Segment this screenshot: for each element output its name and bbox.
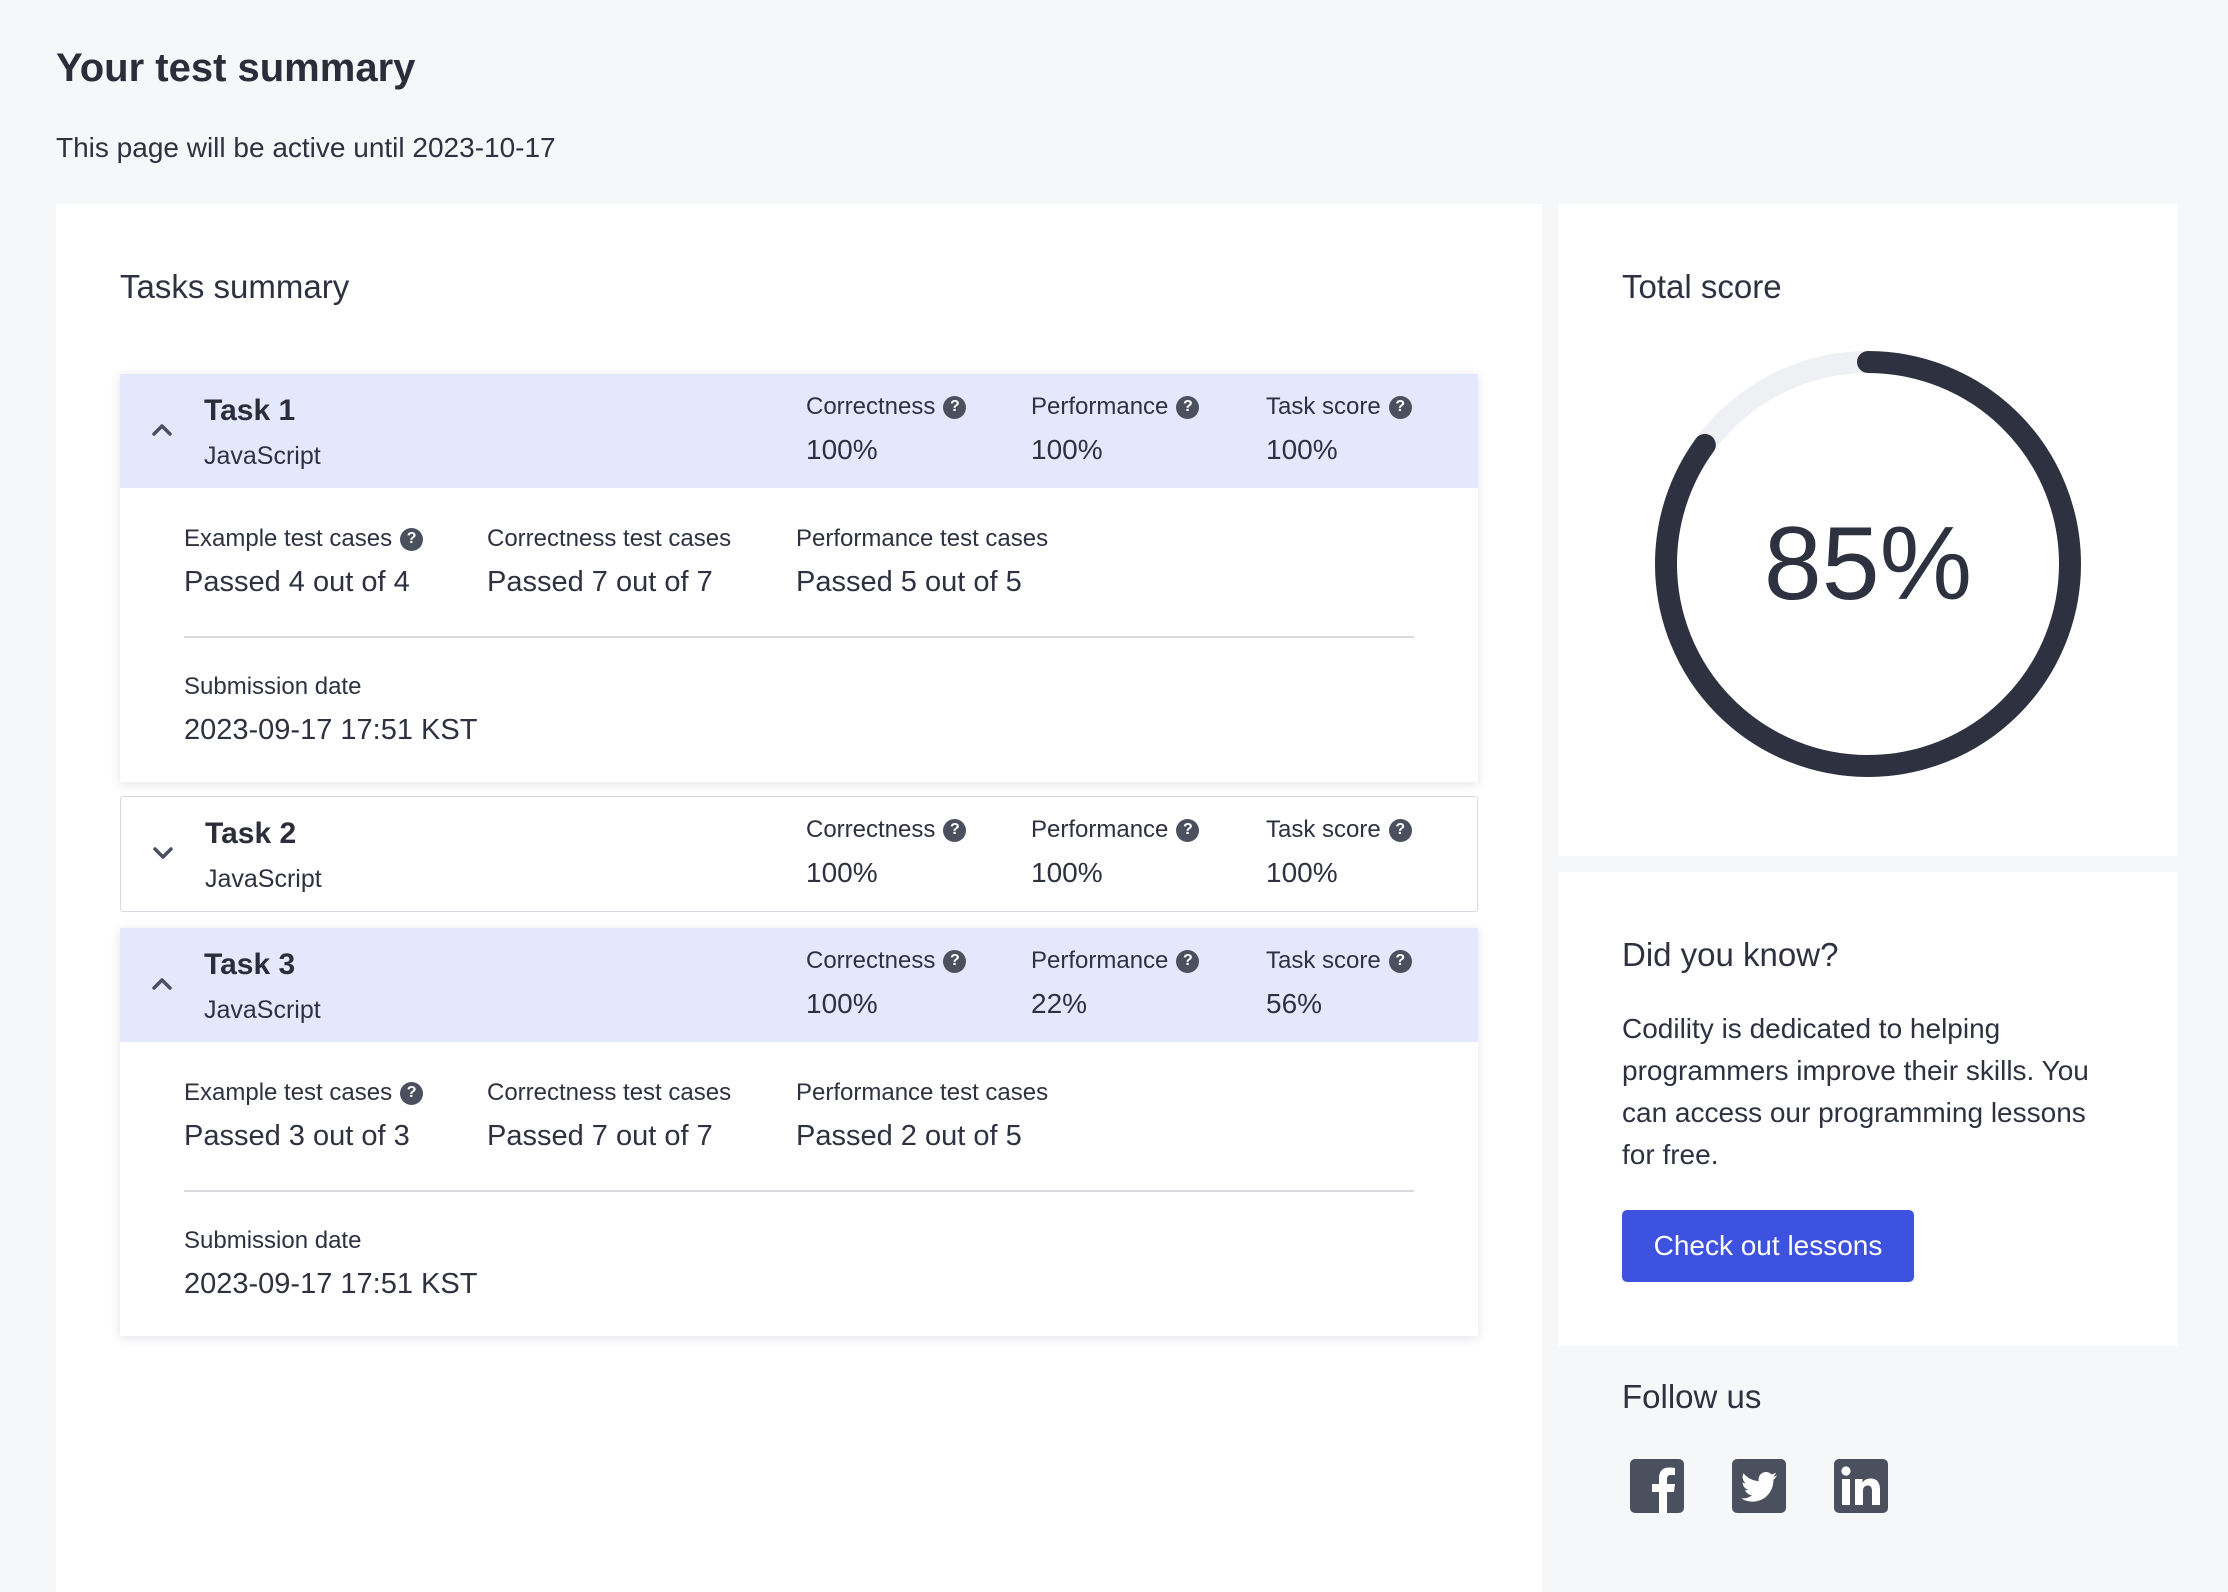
performance-cases: Performance test cases Passed 5 out of 5 [796, 522, 1048, 599]
task-panel-1: Task 1 JavaScript Correctness? 100% Perf… [120, 374, 1478, 782]
example-cases-value: Passed 3 out of 3 [184, 1120, 410, 1152]
task-panel-3: Task 3 JavaScript Correctness? 100% Perf… [120, 928, 1478, 1336]
performance-metric: Performance? 100% [1031, 390, 1200, 466]
task-language: JavaScript [204, 442, 321, 470]
correctness-metric: Correctness? 100% [806, 944, 967, 1020]
help-icon[interactable]: ? [1388, 949, 1412, 973]
correctness-cases: Correctness test cases Passed 7 out of 7 [487, 1076, 731, 1153]
correctness-value: 100% [806, 434, 878, 465]
task-name: Task 1 [204, 394, 296, 427]
task-language: JavaScript [204, 996, 321, 1024]
chevron-down-icon[interactable] [151, 841, 175, 865]
submission-date: Submission date 2023-09-17 17:51 KST [184, 670, 477, 747]
task-score-value: 100% [1266, 434, 1338, 465]
help-icon[interactable]: ? [1176, 395, 1200, 419]
task-score-metric: Task score? 56% [1266, 944, 1412, 1020]
correctness-metric: Correctness? 100% [806, 390, 967, 466]
submission-date-value: 2023-09-17 17:51 KST [184, 714, 478, 746]
linkedin-icon[interactable] [1833, 1458, 1889, 1514]
task-score-metric: Task score? 100% [1266, 813, 1412, 889]
help-icon[interactable]: ? [400, 527, 424, 551]
help-icon[interactable]: ? [943, 818, 967, 842]
task-score-metric: Task score? 100% [1266, 390, 1412, 466]
correctness-value: 100% [806, 988, 878, 1019]
submission-date-value: 2023-09-17 17:51 KST [184, 1268, 478, 1300]
submission-date-label: Submission date [184, 1227, 362, 1254]
correctness-label: Correctness [806, 393, 936, 420]
task-details-3: Example test cases? Passed 3 out of 3 Co… [120, 1042, 1478, 1336]
page-title: Your test summary [56, 46, 416, 90]
performance-label: Performance [1031, 816, 1169, 843]
score-gauge [1655, 351, 2081, 777]
correctness-cases-value: Passed 7 out of 7 [487, 1120, 713, 1152]
task-score-label: Task score [1266, 816, 1381, 843]
page-subtitle: This page will be active until 2023-10-1… [56, 132, 556, 163]
follow-us-title: Follow us [1622, 1378, 1762, 1415]
help-icon[interactable]: ? [1176, 949, 1200, 973]
task-language: JavaScript [205, 865, 322, 893]
help-icon[interactable]: ? [1388, 818, 1412, 842]
correctness-value: 100% [806, 857, 878, 888]
task-name: Task 3 [204, 948, 296, 981]
example-cases: Example test cases? Passed 4 out of 4 [184, 522, 424, 599]
correctness-label: Correctness [806, 947, 936, 974]
correctness-cases-value: Passed 7 out of 7 [487, 566, 713, 598]
facebook-icon[interactable] [1629, 1458, 1685, 1514]
performance-cases: Performance test cases Passed 2 out of 5 [796, 1076, 1048, 1153]
did-you-know-text: Codility is dedicated to helping program… [1622, 1013, 2089, 1170]
task-score-value: 56% [1266, 988, 1323, 1019]
example-cases-label: Example test cases [184, 525, 393, 552]
task-header-1[interactable]: Task 1 JavaScript Correctness? 100% Perf… [120, 374, 1478, 488]
correctness-cases: Correctness test cases Passed 7 out of 7 [487, 522, 731, 599]
divider [184, 1190, 1414, 1192]
submission-date: Submission date 2023-09-17 17:51 KST [184, 1224, 477, 1301]
check-out-lessons-button[interactable]: Check out lessons [1622, 1210, 1914, 1282]
submission-date-label: Submission date [184, 673, 362, 700]
help-icon[interactable]: ? [943, 949, 967, 973]
task-details-1: Example test cases? Passed 4 out of 4 Co… [120, 488, 1478, 782]
tasks-summary-card: Tasks summary Task 1 JavaScript Correctn… [56, 204, 1542, 1592]
tasks-summary-title: Tasks summary [120, 268, 350, 305]
performance-label: Performance [1031, 947, 1169, 974]
divider [184, 636, 1414, 638]
performance-metric: Performance? 100% [1031, 813, 1200, 889]
performance-value: 100% [1031, 857, 1103, 888]
task-score-label: Task score [1266, 393, 1381, 420]
chevron-up-icon[interactable] [150, 972, 174, 996]
task-header-3[interactable]: Task 3 JavaScript Correctness? 100% Perf… [120, 928, 1478, 1042]
help-icon[interactable]: ? [943, 395, 967, 419]
twitter-icon[interactable] [1731, 1458, 1787, 1514]
task-header-2[interactable]: Task 2 JavaScript Correctness? 100% Perf… [121, 797, 1477, 911]
help-icon[interactable]: ? [400, 1081, 424, 1105]
correctness-cases-label: Correctness test cases [487, 1079, 732, 1106]
did-you-know-title: Did you know? [1622, 936, 1839, 973]
performance-label: Performance [1031, 393, 1169, 420]
help-icon[interactable]: ? [1176, 818, 1200, 842]
did-you-know-card: Did you know? Codility is dedicated to h… [1558, 872, 2178, 1346]
task-name: Task 2 [205, 817, 297, 850]
gauge-arc [1655, 351, 2081, 777]
example-cases-value: Passed 4 out of 4 [184, 566, 410, 598]
total-score-card: Total score 85% [1558, 204, 2178, 856]
performance-cases-value: Passed 2 out of 5 [796, 1120, 1022, 1152]
chevron-up-icon[interactable] [150, 418, 174, 442]
performance-value: 22% [1031, 988, 1088, 1019]
correctness-cases-label: Correctness test cases [487, 525, 732, 552]
performance-cases-label: Performance test cases [796, 1079, 1049, 1106]
performance-value: 100% [1031, 434, 1103, 465]
total-score-title: Total score [1622, 268, 1782, 305]
correctness-label: Correctness [806, 816, 936, 843]
correctness-metric: Correctness? 100% [806, 813, 967, 889]
total-score-value: 85% [1763, 505, 1973, 622]
task-score-value: 100% [1266, 857, 1338, 888]
example-cases: Example test cases? Passed 3 out of 3 [184, 1076, 424, 1153]
performance-cases-value: Passed 5 out of 5 [796, 566, 1022, 598]
task-score-label: Task score [1266, 947, 1381, 974]
performance-metric: Performance? 22% [1031, 944, 1200, 1020]
task-panel-2: Task 2 JavaScript Correctness? 100% Perf… [120, 796, 1478, 912]
help-icon[interactable]: ? [1388, 395, 1412, 419]
example-cases-label: Example test cases [184, 1079, 393, 1106]
performance-cases-label: Performance test cases [796, 525, 1049, 552]
